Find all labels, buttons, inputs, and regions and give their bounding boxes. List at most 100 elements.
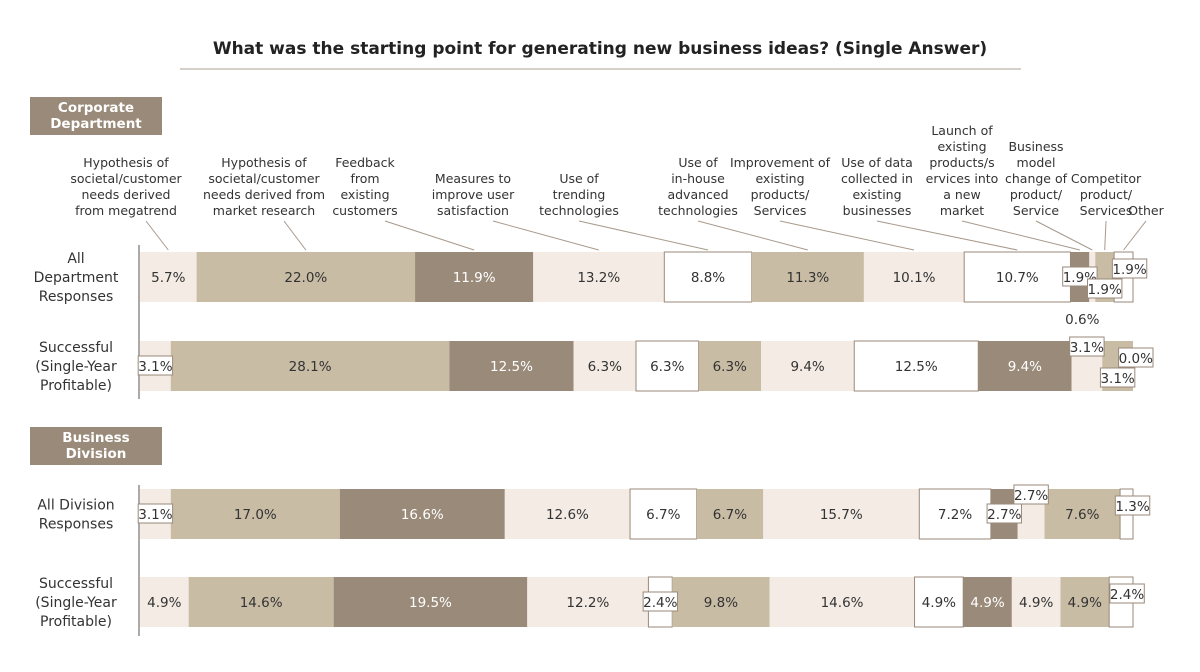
value-label-box	[1109, 583, 1145, 604]
chart-title-group: What was the starting point for generati…	[180, 39, 1021, 70]
value-label: 19.5%	[409, 595, 452, 611]
section-header-box	[30, 97, 162, 135]
category-label: Services	[754, 203, 807, 218]
category-label: Hypothesis of	[221, 155, 307, 170]
bar-segment	[853, 340, 979, 392]
bar-segment	[170, 341, 450, 391]
bar-segment	[1011, 577, 1061, 627]
value-label: 12.5%	[895, 359, 938, 375]
category-label: products/	[751, 187, 811, 202]
category-label: market	[940, 203, 984, 218]
value-label: 3.1%	[138, 507, 172, 523]
category-label: Business	[1008, 139, 1063, 154]
category-label: Measures to	[435, 171, 511, 186]
category-label: societal/customer	[70, 171, 182, 186]
value-label: 14.6%	[240, 595, 283, 611]
leader-line	[961, 220, 1080, 251]
bar-segment	[696, 489, 764, 539]
value-label: 5.7%	[151, 270, 185, 286]
category-label: product/	[1080, 187, 1133, 202]
value-label: 12.6%	[546, 507, 589, 523]
value-label-box	[1111, 258, 1148, 279]
leader-line	[283, 220, 307, 251]
value-label: 4.9%	[1019, 595, 1053, 611]
bar-segment	[527, 577, 649, 627]
value-label: 6.3%	[713, 359, 747, 375]
value-label: 1.9%	[1088, 282, 1122, 298]
chart-title: What was the starting point for generati…	[213, 39, 987, 59]
value-label: 1.9%	[1112, 262, 1146, 278]
section-header-label: Division	[66, 446, 127, 462]
row-label: (Single-Year	[35, 359, 117, 375]
value-label-box	[137, 355, 174, 376]
category-label: Services	[1080, 203, 1133, 218]
value-label: 9.8%	[704, 595, 738, 611]
value-label: 15.7%	[820, 507, 863, 523]
bar-segment	[698, 341, 761, 391]
value-label: 4.9%	[147, 595, 181, 611]
category-label: Launch of	[931, 123, 993, 138]
value-label: 7.2%	[938, 507, 972, 523]
category-label: collected in	[841, 171, 913, 186]
bar-segment	[333, 577, 528, 627]
row-label: Department	[34, 270, 119, 286]
value-label: 2.7%	[987, 507, 1021, 523]
row-label: Successful	[39, 340, 113, 356]
row-label: (Single-Year	[35, 595, 117, 611]
category-label: technologies	[658, 203, 738, 218]
leader-line	[1123, 220, 1147, 251]
value-label: 3.1%	[138, 359, 172, 375]
category-label: existing	[937, 139, 986, 154]
category-label: Use of	[559, 171, 599, 186]
bar-segment	[978, 341, 1072, 391]
category-label: Other	[1128, 203, 1164, 218]
value-label: 4.9%	[1068, 595, 1102, 611]
bar-segment	[672, 577, 770, 627]
value-label: 28.1%	[289, 359, 332, 375]
value-label: 1.3%	[1115, 499, 1149, 515]
bar-segment	[170, 489, 340, 539]
category-label: Feedback	[335, 155, 395, 170]
bar-segment	[1060, 577, 1110, 627]
category-label: needs derived	[82, 187, 171, 202]
value-label: 10.7%	[996, 270, 1039, 286]
category-label: existing	[755, 171, 804, 186]
section-header-label: Business	[62, 430, 129, 446]
value-label: 4.9%	[970, 595, 1004, 611]
bar-segment	[918, 488, 992, 540]
value-label: 10.1%	[893, 270, 936, 286]
value-label: 11.3%	[786, 270, 829, 286]
bar-segment	[769, 577, 915, 627]
leader-line	[578, 220, 709, 251]
bar-segment	[1044, 489, 1121, 539]
value-labels: 5.7% 22.0% 11.9% 13.2% 8.8% 11.3% 10.1% 10.7% 1.…	[137, 258, 1154, 612]
value-label-box	[986, 503, 1022, 524]
row-label: All	[67, 251, 84, 267]
value-label: 6.7%	[713, 507, 747, 523]
leader-line	[492, 220, 599, 251]
value-label: 4.9%	[922, 595, 956, 611]
value-label-box	[1069, 336, 1105, 357]
category-label: needs derived from	[203, 187, 325, 202]
category-label: change of	[1005, 171, 1068, 186]
value-label: 12.2%	[566, 595, 609, 611]
category-label: Competitor	[1071, 171, 1142, 186]
value-label: 8.8%	[691, 270, 725, 286]
bar-segment	[635, 340, 700, 392]
category-label: product/	[1010, 187, 1063, 202]
section-header-label: Corporate	[58, 100, 134, 116]
value-label: 22.0%	[284, 270, 327, 286]
value-label: 17.0%	[234, 507, 277, 523]
category-label: Use of	[678, 155, 718, 170]
category-label: advanced	[667, 187, 728, 202]
category-label: from megatrend	[75, 203, 177, 218]
value-label-box	[642, 591, 679, 612]
value-label: 9.4%	[790, 359, 824, 375]
value-label-box	[137, 503, 174, 524]
value-label: 11.9%	[453, 270, 496, 286]
row-labels: All Department Responses Successful (Single-…	[34, 251, 119, 630]
category-label: trending	[553, 187, 606, 202]
bar-segment	[533, 252, 665, 302]
